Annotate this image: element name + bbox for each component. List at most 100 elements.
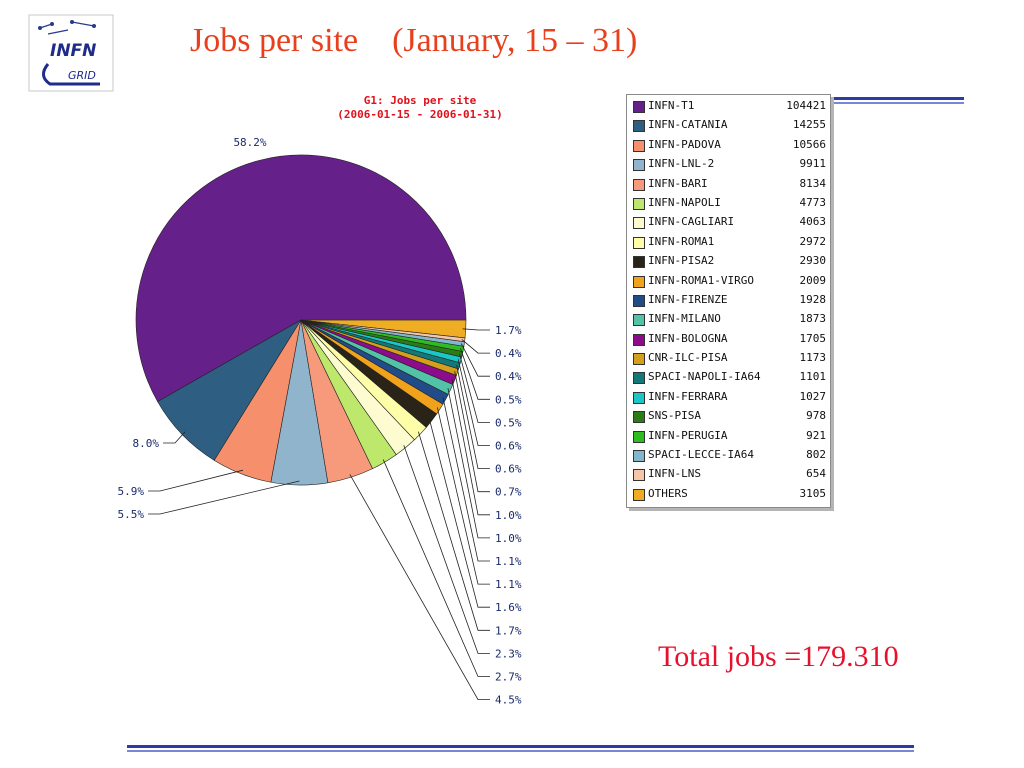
leader-line: [436, 407, 490, 585]
legend-site-name: INFN-FERRARA: [648, 389, 728, 403]
legend-job-count: 1873: [799, 312, 827, 326]
legend-item: CNR-ILC-PISA 1173: [627, 349, 830, 368]
pie-percent-label: 0.4%: [495, 370, 522, 383]
legend-item: SPACI-NAPOLI-IA64 1101: [627, 368, 830, 387]
legend-swatch: [633, 450, 645, 463]
legend-swatch: [633, 294, 645, 307]
legend-job-count: 1705: [799, 331, 827, 345]
legend-swatch: [633, 256, 645, 269]
legend-swatch: [633, 159, 645, 172]
legend-job-count: 2930: [799, 254, 827, 268]
leader-line: [447, 388, 490, 539]
legend-site-name: INFN-ROMA1: [648, 234, 715, 248]
legend-swatch: [633, 469, 645, 482]
legend-swatch: [633, 101, 645, 113]
legend-swatch: [633, 197, 645, 210]
leader-line: [451, 378, 490, 516]
legend-swatch: [633, 488, 645, 501]
legend-job-count: 802: [806, 448, 826, 462]
legend-item: SPACI-LECCE-IA64 802: [627, 446, 830, 465]
legend: INFN-T1 104421 INFN-CATANIA 14255 INFN-PADOV…: [626, 94, 831, 509]
legend-swatch: [633, 430, 645, 443]
pie-percent-label: 5.9%: [118, 485, 145, 498]
legend-item: INFN-BOLOGNA 1705: [627, 330, 830, 349]
legend-item: INFN-LNS 654: [627, 465, 830, 484]
pie-percent-label: 58.2%: [233, 136, 266, 149]
pie-percent-label: 0.6%: [495, 440, 522, 453]
legend-job-count: 14255: [792, 118, 826, 132]
legend-site-name: INFN-PISA2: [648, 254, 715, 268]
legend-site-name: OTHERS: [648, 486, 688, 500]
legend-item: INFN-FERRARA 1027: [627, 388, 830, 407]
legend-job-count: 8134: [799, 176, 827, 190]
legend-item: INFN-ROMA1-VIRGO 2009: [627, 272, 830, 291]
legend-item: SNS-PISA 978: [627, 407, 830, 426]
legend-job-count: 9911: [799, 157, 827, 171]
legend-item: INFN-CATANIA 14255: [627, 116, 830, 135]
leader-line: [460, 348, 490, 400]
legend-job-count: 1027: [799, 389, 827, 403]
legend-swatch: [633, 139, 645, 152]
leader-line: [460, 343, 490, 377]
legend-job-count: 104421: [786, 99, 826, 112]
leader-line: [461, 339, 490, 354]
leader-line: [459, 353, 490, 423]
pie-percent-label: 1.0%: [495, 509, 522, 522]
leader-line: [456, 364, 490, 470]
legend-item: INFN-BARI 8134: [627, 175, 830, 194]
legend-job-count: 921: [806, 428, 826, 442]
pie-percent-label: 1.0%: [495, 532, 522, 545]
legend-site-name: CNR-ILC-PISA: [648, 351, 728, 365]
legend-swatch: [633, 333, 645, 346]
header-rule: [832, 97, 964, 105]
legend-site-name: INFN-PADOVA: [648, 137, 721, 151]
leader-line: [457, 359, 490, 446]
legend-job-count: 4063: [799, 215, 827, 229]
legend-swatch: [633, 217, 645, 230]
legend-site-name: INFN-ROMA1-VIRGO: [648, 273, 754, 287]
leader-line: [454, 371, 490, 493]
legend-item: INFN-FIRENZE 1928: [627, 291, 830, 310]
pie-percent-label: 1.6%: [495, 601, 522, 614]
legend-swatch: [633, 236, 645, 249]
legend-job-count: 2972: [799, 234, 827, 248]
legend-job-count: 1101: [799, 370, 827, 384]
leader-line: [428, 418, 490, 608]
legend-site-name: SNS-PISA: [648, 409, 701, 423]
legend-site-name: SPACI-LECCE-IA64: [648, 448, 754, 462]
legend-site-name: INFN-PERUGIA: [648, 428, 728, 442]
legend-swatch: [633, 411, 645, 424]
legend-job-count: 1928: [799, 292, 827, 306]
legend-item: INFN-T1 104421: [627, 97, 830, 116]
legend-job-count: 4773: [799, 195, 827, 209]
pie-percent-label: 8.0%: [133, 437, 160, 450]
legend-item: INFN-MILANO 1873: [627, 310, 830, 329]
leader-line: [148, 480, 300, 515]
pie-percent-label: 4.5%: [495, 694, 522, 707]
pie-percent-label: 2.3%: [495, 647, 522, 660]
total-jobs: Total jobs =179.310: [658, 640, 899, 673]
legend-site-name: INFN-CATANIA: [648, 118, 728, 132]
pie-percent-label: 5.5%: [118, 508, 145, 521]
pie-percent-label: 2.7%: [495, 671, 522, 684]
legend-swatch: [633, 391, 645, 404]
legend-job-count: 654: [806, 467, 826, 481]
legend-item: INFN-PADOVA 10566: [627, 136, 830, 155]
leader-line: [462, 328, 490, 331]
legend-site-name: INFN-NAPOLI: [648, 195, 721, 209]
legend-site-name: INFN-MILANO: [648, 312, 721, 326]
pie-percent-label: 1.1%: [495, 578, 522, 591]
legend-item: INFN-PERUGIA 921: [627, 427, 830, 446]
legend-site-name: INFN-LNS: [648, 467, 701, 481]
legend-item: INFN-CAGLIARI 4063: [627, 213, 830, 232]
pie-percent-label: 0.5%: [495, 393, 522, 406]
pie-percent-label: 0.5%: [495, 416, 522, 429]
legend-site-name: INFN-CAGLIARI: [648, 215, 735, 229]
legend-site-name: SPACI-NAPOLI-IA64: [648, 370, 761, 384]
pie-percent-label: 1.7%: [495, 324, 522, 337]
legend-swatch: [633, 372, 645, 385]
pie-percent-label: 0.4%: [495, 347, 522, 360]
leader-line: [442, 397, 490, 562]
legend-item: OTHERS 3105: [627, 485, 830, 504]
